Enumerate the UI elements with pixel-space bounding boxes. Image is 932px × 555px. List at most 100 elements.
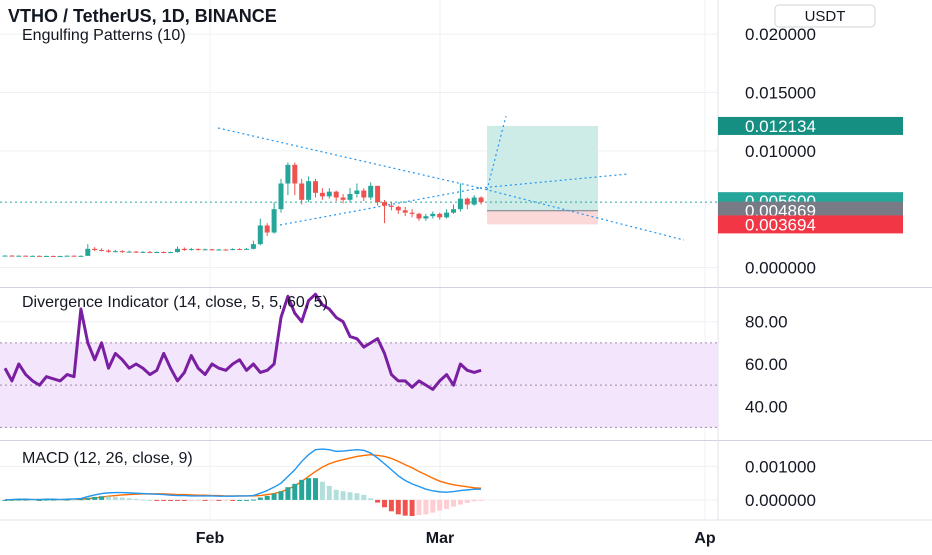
divergence-study-title[interactable]: Divergence Indicator (14, close, 5, 5, 6… [22,294,328,311]
candle-body [175,248,180,253]
price-tick-2: 0.010000 [745,142,816,161]
rsi-tick-2: 40.00 [745,397,788,416]
macd-histogram-bar [382,499,387,508]
candle-body [409,212,415,214]
macd-histogram-bar [43,499,49,501]
macd-histogram-bar [299,479,305,500]
candle-body [423,216,429,219]
price-axis[interactable]: 0.020000 0.015000 0.010000 0.000000 80.00 60.… [717,0,816,520]
position-entry-label-bg [718,201,903,220]
price-tick-0: 0.020000 [745,25,816,44]
candle-body [50,255,56,257]
candle-body [292,164,298,184]
candle-body [416,213,422,219]
candle-body [78,255,84,257]
macd-histogram-bar [216,499,222,501]
macd-histogram-bar [71,499,77,501]
candle-body [382,202,387,206]
candle-body [126,251,132,253]
macd-histogram-bar [313,478,318,500]
trendlines[interactable] [0,115,718,241]
macd-histogram-bar [292,483,298,500]
macd-tick-0: 0.001000 [745,457,816,476]
time-axis[interactable]: Feb Mar Ap [0,519,932,547]
candle-body [368,185,374,198]
macd-histogram-bar [202,499,208,501]
candle-body [388,205,394,207]
macd-histogram-bar [333,489,339,500]
candle-body [437,213,443,218]
macd-histogram-bar [250,499,256,501]
candle-body [181,248,187,250]
macd-histogram-bar [85,497,91,500]
candle-body [92,248,98,250]
candle-body [147,251,153,253]
macd-histogram-bar [244,499,249,501]
macd-histogram-bar [78,499,84,501]
macd-histogram-bar [16,499,22,501]
macd-histogram-bar [430,499,436,513]
macd-line [4,448,482,501]
macd-histogram-bar [257,497,263,500]
candle-body [188,249,194,251]
position-stop-label-bg [718,215,903,234]
candle-body [361,190,367,198]
macd-histogram-bar [175,499,180,501]
macd-histogram-bar [168,499,174,501]
candle-body [271,209,277,233]
macd-histogram-bar [340,491,346,500]
long-position-tool[interactable] [487,125,598,225]
candle-body [30,255,36,257]
macd-study-title[interactable]: MACD (12, 26, close, 9) [22,450,193,467]
macd-histogram-bar [147,499,153,501]
macd-histogram-bar [99,496,105,500]
pane-dividers[interactable] [0,287,932,441]
candle-body [23,255,29,257]
currency-button[interactable]: USDT [774,4,876,28]
macd-histogram-bar [395,499,401,515]
candle-body [161,251,167,253]
rsi-band [0,342,718,428]
candle-body [299,183,305,200]
macd-histogram-bar [361,494,367,500]
candle-body [230,249,236,251]
candle-body [223,249,229,251]
engulfing-study-title[interactable]: Engulfing Patterns (10) [22,27,186,44]
trendline-1 [479,187,685,241]
macd-histogram-bar [2,499,8,501]
candle-body [106,250,111,252]
candle-body [168,252,174,254]
candle-body [278,183,284,210]
candles [2,162,484,258]
macd-histogram-bar [9,499,15,501]
macd-histogram-bar [326,485,332,500]
candle-body [154,251,160,253]
macd-histogram-bar [319,481,325,500]
rsi-line [3,292,482,391]
grid [0,0,718,520]
time-tick-ap: Ap [694,530,716,547]
position-target-label-bg [718,116,903,135]
candle-body [326,191,332,197]
price-tick-3: 0.000000 [745,259,816,278]
candle-body [340,197,346,200]
candle-body [375,185,381,203]
candle-body [478,197,484,203]
macd-histogram-bar [451,499,456,507]
candle-body [444,212,450,218]
macd-histogram-bar [37,499,42,501]
macd-histogram-bar [23,499,29,501]
candle-body [57,256,63,258]
macd-histogram-bar [285,487,291,500]
macd-histogram-bar [306,478,312,500]
macd-histogram-bar [437,499,443,511]
macd-histogram-bar [181,499,187,501]
macd-histogram-bar [444,499,450,509]
symbol-title[interactable]: VTHO / TetherUS, 1D, BINANCE [8,6,277,26]
time-tick-feb: Feb [196,530,225,547]
position-target-label: 0.012134 [745,117,816,136]
currency-label: USDT [805,8,846,25]
macd-histogram-bar [92,496,98,500]
